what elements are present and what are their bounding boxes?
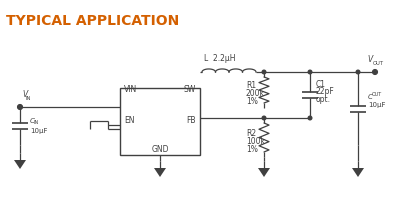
Text: EN: EN	[124, 116, 135, 125]
Text: L  2.2μH: L 2.2μH	[204, 54, 235, 63]
Text: 22pF: 22pF	[316, 87, 335, 96]
Text: SW: SW	[184, 85, 196, 94]
Text: R1: R1	[246, 81, 256, 90]
Circle shape	[18, 105, 22, 109]
Circle shape	[262, 70, 266, 74]
Circle shape	[17, 104, 23, 110]
Circle shape	[18, 105, 22, 109]
Text: V: V	[367, 55, 372, 64]
Text: C: C	[30, 118, 35, 124]
Text: 200k: 200k	[246, 90, 265, 99]
Text: GND: GND	[151, 145, 169, 154]
Text: OUT: OUT	[373, 61, 384, 66]
Polygon shape	[258, 168, 270, 177]
Text: TYPICAL APPLICATION: TYPICAL APPLICATION	[6, 14, 179, 28]
Polygon shape	[154, 168, 166, 177]
Text: IN: IN	[26, 96, 31, 101]
Circle shape	[373, 70, 377, 74]
Bar	[120, 88, 200, 155]
Text: FB: FB	[186, 116, 196, 125]
Text: opt.: opt.	[316, 95, 331, 104]
Text: VIN: VIN	[124, 85, 137, 94]
Text: 10μF: 10μF	[30, 128, 47, 134]
Circle shape	[262, 116, 266, 120]
Polygon shape	[352, 168, 364, 177]
Text: 1%: 1%	[246, 97, 258, 106]
Circle shape	[372, 69, 378, 74]
Text: C1: C1	[316, 80, 326, 89]
Text: V: V	[22, 90, 27, 99]
Text: 1%: 1%	[246, 145, 258, 154]
Polygon shape	[14, 160, 26, 169]
Text: 100k: 100k	[246, 137, 265, 146]
Circle shape	[308, 70, 312, 74]
Text: OUT: OUT	[372, 92, 382, 97]
Circle shape	[356, 70, 360, 74]
Text: 10μF: 10μF	[368, 102, 386, 108]
Circle shape	[308, 116, 312, 120]
Text: C: C	[368, 94, 373, 100]
Text: R2: R2	[246, 129, 256, 138]
Text: IN: IN	[34, 120, 39, 125]
